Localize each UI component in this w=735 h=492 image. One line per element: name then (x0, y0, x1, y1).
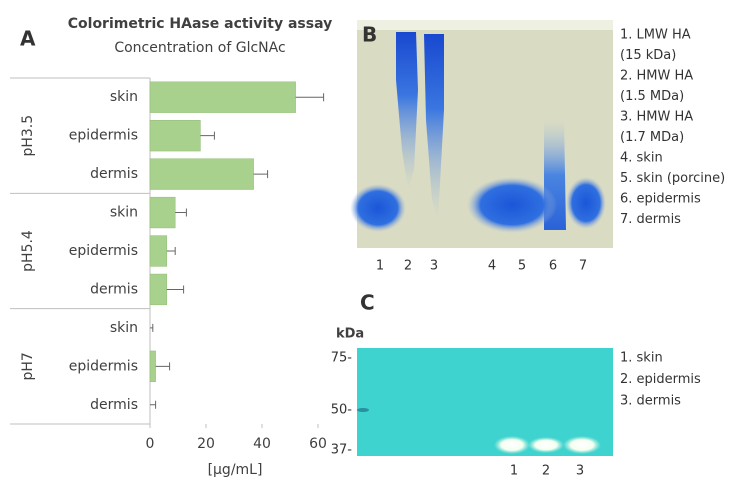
error-bar (150, 400, 157, 409)
band (528, 437, 564, 453)
marker-band (357, 408, 369, 412)
error-bar (253, 170, 269, 179)
gel-c: C kDa (336, 291, 613, 456)
panel-label: B (362, 23, 377, 47)
error-bar (150, 323, 154, 332)
legend-entry: 6. epidermis (620, 192, 701, 207)
legend-entry: 1. LMW HA (620, 28, 691, 43)
y-tick-label: skin (110, 205, 138, 221)
lane-label: 1 (510, 464, 518, 479)
band (467, 177, 557, 233)
bar (149, 81, 296, 113)
group-label: pH7 (20, 352, 36, 380)
unit-label: kDa (336, 327, 364, 342)
band (563, 436, 601, 454)
marker-label: 37- (331, 443, 353, 458)
error-bar (166, 247, 176, 255)
gel-wells (357, 20, 613, 30)
lane-label: 3 (430, 259, 438, 274)
band (350, 184, 406, 232)
legend-entry: 7. dermis (620, 212, 681, 227)
lane-label: 2 (542, 464, 550, 479)
gel-b-labels: 1 2 3 4 5 6 7 1. LMW HA (15 kDa) 2. HMW HA (1.5 MD… (376, 28, 725, 274)
error-bar (155, 362, 171, 371)
x-tick-label: 60 (309, 436, 327, 452)
legend-entry: 4. skin (620, 151, 663, 166)
error-bar (295, 93, 325, 102)
marker-label: 75- (331, 351, 353, 366)
legend-entry: (1.7 MDa) (620, 130, 684, 145)
x-axis-label: [μg/mL] (208, 462, 263, 478)
bar (149, 273, 168, 306)
group-label: pH5.4 (20, 230, 36, 272)
group-label: pH3.5 (20, 115, 36, 157)
lane-label: 1 (376, 259, 384, 274)
lane-label: 3 (576, 464, 584, 479)
bar (149, 158, 254, 190)
smear (396, 32, 418, 190)
y-tick-label: skin (110, 89, 138, 105)
marker-label: 50- (331, 403, 353, 418)
gel-c-labels: 75- 50- 37- 1 2 3 1. skin 2. epidermis 3. dermis (331, 351, 701, 479)
panel-label: A (20, 27, 36, 51)
gel-b: B (350, 20, 613, 248)
legend-entry: 5. skin (porcine) (620, 171, 725, 186)
band (494, 436, 530, 454)
legend-entry: (1.5 MDa) (620, 89, 684, 104)
y-tick-label: dermis (90, 281, 138, 297)
error-bar (166, 285, 185, 294)
bar (149, 235, 168, 267)
lane-label: 4 (488, 259, 496, 274)
y-tick-label: epidermis (69, 243, 138, 259)
lane-label: 5 (518, 259, 526, 274)
panel-label: C (360, 291, 375, 315)
y-tick-label: dermis (90, 397, 138, 413)
bar (149, 350, 156, 382)
y-tick-label: skin (110, 320, 138, 336)
legend-entry: (15 kDa) (620, 48, 676, 63)
x-tick-label: 0 (146, 436, 155, 452)
y-tick-label: epidermis (69, 128, 138, 144)
lane-label: 2 (404, 259, 412, 274)
y-tick-label: dermis (90, 166, 138, 182)
bar-chart: pH3.5 pH5.4 pH7 skin epidermis dermis skin epid… (10, 77, 327, 452)
legend-entry: 2. HMW HA (620, 69, 693, 84)
bar (149, 120, 201, 152)
lane-label: 7 (579, 259, 587, 274)
bar (149, 196, 176, 229)
legend-entry: 1. skin (620, 351, 663, 366)
legend-entry: 3. dermis (620, 394, 681, 409)
band (566, 177, 606, 229)
error-bar (175, 208, 187, 217)
x-tick-label: 20 (197, 436, 215, 452)
error-bar (200, 131, 215, 140)
legend-entry: 3. HMW HA (620, 110, 693, 125)
lane-label: 6 (549, 259, 557, 274)
legend-entry: 2. epidermis (620, 372, 701, 387)
x-tick-label: 40 (253, 436, 271, 452)
chart-subtitle: Concentration of GlcNAc (114, 40, 285, 56)
chart-title: Colorimetric HAase activity assay (68, 16, 332, 32)
y-tick-label: epidermis (69, 358, 138, 374)
smear (424, 34, 444, 220)
